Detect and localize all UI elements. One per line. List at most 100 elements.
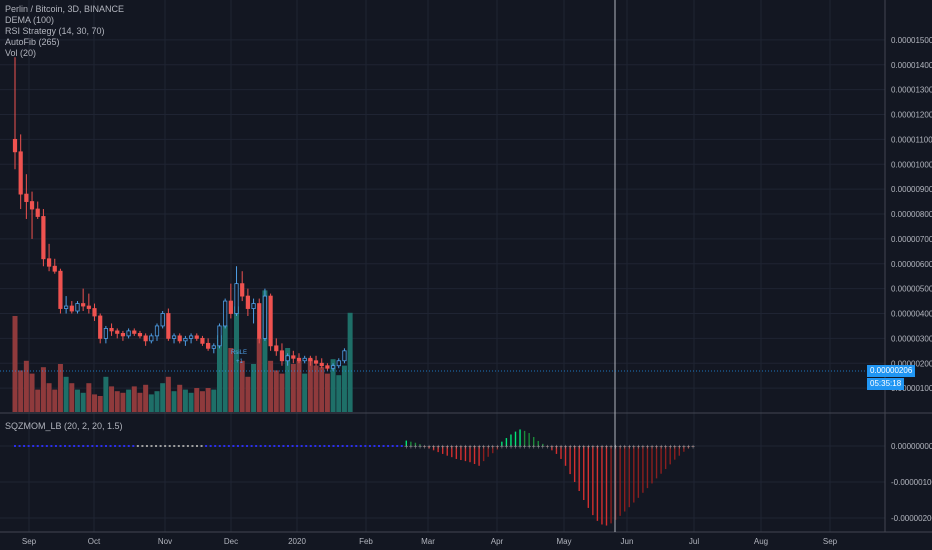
price-tick-label: 0.00001400 bbox=[891, 61, 932, 70]
squeeze-dot bbox=[259, 445, 262, 447]
candle-body bbox=[103, 328, 108, 339]
price-tick-label: 0.00001300 bbox=[891, 86, 932, 95]
squeeze-dot bbox=[305, 445, 308, 447]
squeeze-cross: + bbox=[509, 444, 513, 451]
volume-bar bbox=[80, 392, 86, 412]
squeeze-dot bbox=[255, 445, 258, 447]
squeeze-dot bbox=[277, 445, 280, 447]
squeeze-cross: + bbox=[413, 444, 417, 451]
squeeze-cross: + bbox=[486, 444, 490, 451]
squeeze-cross: + bbox=[636, 444, 640, 451]
squeeze-dot bbox=[73, 445, 76, 447]
candle-body bbox=[64, 305, 69, 309]
squeeze-dot bbox=[200, 445, 203, 447]
squeeze-dot bbox=[27, 445, 30, 447]
squeeze-dot bbox=[368, 445, 371, 447]
volume-bar bbox=[131, 386, 137, 412]
candle-body bbox=[154, 325, 160, 337]
squeeze-dot bbox=[141, 445, 144, 447]
squeeze-cross: + bbox=[609, 444, 613, 451]
squeeze-cross: + bbox=[523, 444, 527, 451]
volume-bar bbox=[347, 312, 353, 412]
squeeze-dot bbox=[77, 445, 80, 447]
squeeze-dot bbox=[378, 445, 380, 447]
squeeze-cross: + bbox=[564, 444, 568, 451]
squeeze-cross: + bbox=[432, 444, 436, 451]
bar-countdown-tag: 05:35:18 bbox=[867, 378, 905, 390]
volume-bar bbox=[143, 384, 149, 412]
candle-body bbox=[160, 313, 165, 327]
squeeze-dot bbox=[23, 445, 26, 447]
price-tick-label: 0.00000500 bbox=[891, 285, 932, 294]
candle-body bbox=[342, 350, 347, 362]
candle-body bbox=[188, 335, 194, 339]
squeeze-dot bbox=[18, 445, 21, 447]
time-tick-label: Aug bbox=[754, 537, 768, 546]
volume-bar bbox=[120, 392, 126, 412]
squeeze-dot bbox=[205, 445, 208, 447]
candle-body bbox=[18, 151, 23, 195]
squeeze-cross: + bbox=[473, 444, 477, 451]
squeeze-cross: + bbox=[686, 444, 690, 451]
candle-body bbox=[319, 362, 324, 367]
candle-body bbox=[35, 208, 40, 217]
squeeze-dot bbox=[350, 445, 353, 447]
squeeze-dot bbox=[346, 445, 349, 447]
volume-bar bbox=[114, 391, 120, 412]
squeeze-cross: + bbox=[627, 444, 631, 451]
squeeze-cross: + bbox=[445, 444, 449, 451]
squeeze-dot bbox=[327, 445, 330, 447]
squeeze-cross: + bbox=[568, 444, 572, 451]
indicator-dema[interactable]: DEMA (100) bbox=[5, 15, 55, 25]
candle-body bbox=[177, 335, 182, 342]
volume-bar bbox=[46, 383, 52, 412]
volume-bar bbox=[171, 391, 177, 412]
squeeze-dot bbox=[136, 445, 139, 447]
candle-body bbox=[194, 335, 199, 339]
squeeze-dot bbox=[214, 445, 217, 447]
squeeze-cross: + bbox=[427, 444, 431, 451]
squeeze-dot bbox=[14, 445, 16, 447]
indicator-rsi-strategy[interactable]: RSI Strategy (14, 30, 70) bbox=[5, 26, 105, 36]
squeeze-dot bbox=[105, 445, 107, 447]
squeeze-cross: + bbox=[468, 444, 472, 451]
candle-body bbox=[279, 350, 285, 362]
squeeze-dot bbox=[155, 445, 158, 447]
time-tick-label: Feb bbox=[359, 537, 373, 546]
squeeze-cross: + bbox=[645, 444, 649, 451]
candle-body bbox=[268, 295, 273, 347]
squeeze-dot bbox=[236, 445, 239, 447]
candle-body bbox=[296, 357, 302, 362]
squeeze-dot bbox=[391, 445, 394, 447]
momentum-tick-label: -0.00000100 bbox=[891, 478, 932, 487]
squeeze-cross: + bbox=[673, 444, 677, 451]
indicator-sqzmom[interactable]: SQZMOM_LB (20, 2, 20, 1.5) bbox=[5, 421, 123, 431]
squeeze-cross: + bbox=[541, 444, 545, 451]
time-tick-label: Mar bbox=[421, 537, 435, 546]
indicator-volume[interactable]: Vol (20) bbox=[5, 48, 37, 58]
volume-bar bbox=[216, 335, 222, 412]
squeeze-dot bbox=[168, 445, 171, 447]
squeeze-dot bbox=[396, 445, 399, 447]
volume-bar bbox=[23, 360, 29, 412]
squeeze-dot bbox=[86, 445, 89, 447]
volume-bar bbox=[86, 383, 92, 412]
squeeze-dot bbox=[64, 445, 67, 447]
candle-body bbox=[228, 300, 233, 314]
symbol-title[interactable]: Perlin / Bitcoin, 3D, BINANCE bbox=[5, 4, 125, 14]
volume-bar bbox=[74, 389, 80, 412]
squeeze-cross: + bbox=[577, 444, 581, 451]
volume-bar bbox=[273, 370, 279, 412]
indicator-autofib[interactable]: AutoFib (265) bbox=[5, 37, 60, 47]
candle-body bbox=[183, 337, 188, 342]
volume-bar bbox=[313, 365, 319, 412]
squeeze-dot bbox=[50, 445, 53, 447]
time-tick-label: 2020 bbox=[288, 537, 306, 546]
rsi-entry-label: RsiLE bbox=[231, 350, 247, 356]
chart-legend: Perlin / Bitcoin, 3D, BINANCE DEMA (100)… bbox=[5, 4, 124, 59]
candle-body bbox=[92, 308, 97, 317]
volume-bar bbox=[251, 364, 257, 412]
